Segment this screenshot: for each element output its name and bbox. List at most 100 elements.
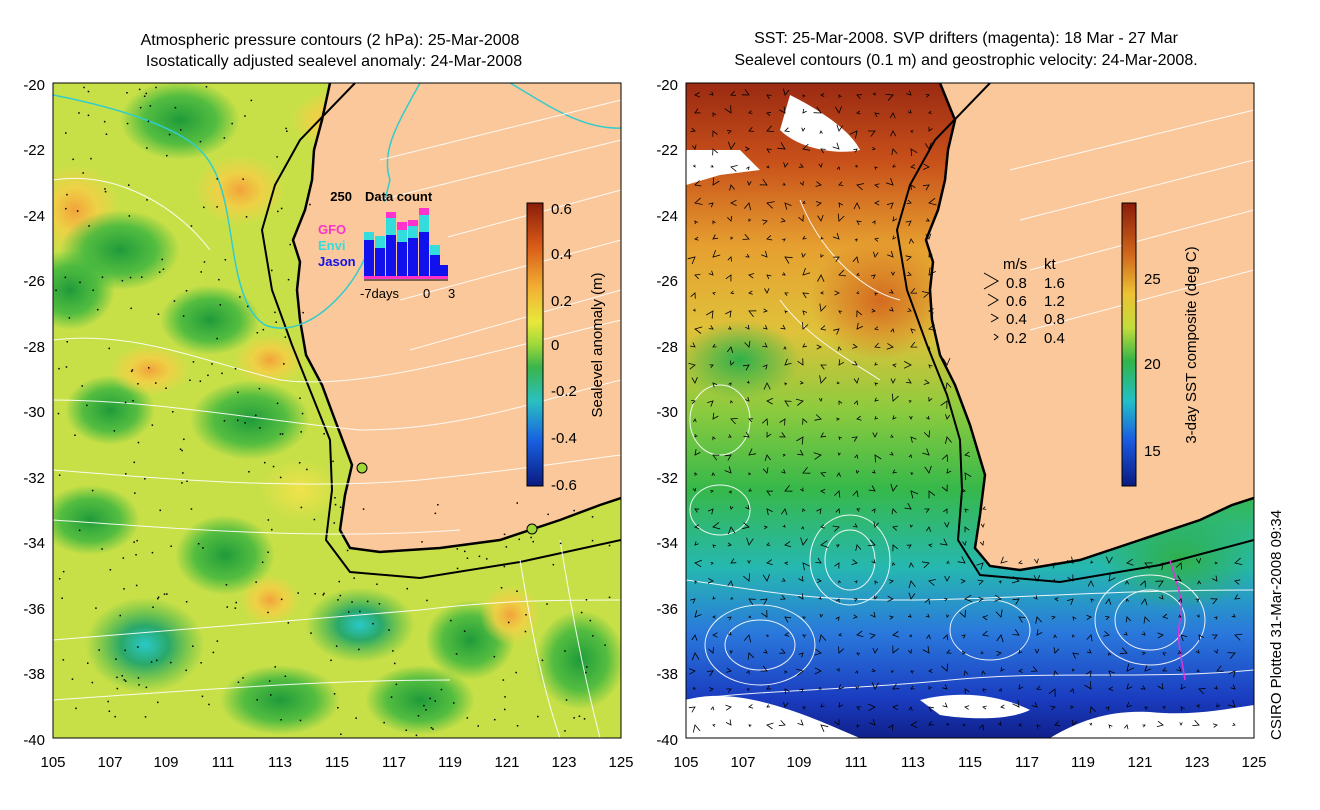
y-label: -20 bbox=[656, 77, 678, 94]
velocity-arrow bbox=[820, 253, 824, 258]
velocity-arrow bbox=[856, 630, 864, 638]
velocity-arrow bbox=[1230, 684, 1236, 690]
data-dot bbox=[255, 581, 257, 583]
data-dot bbox=[87, 662, 89, 664]
velocity-arrow bbox=[798, 163, 804, 168]
velocity-arrow bbox=[1180, 634, 1188, 642]
velocity-arrow bbox=[925, 218, 930, 222]
data-dot bbox=[131, 369, 134, 371]
velocity-arrow bbox=[1211, 575, 1218, 582]
velocity-arrow bbox=[1192, 719, 1200, 726]
velocity-arrow bbox=[890, 328, 895, 333]
velocity-arrow bbox=[836, 417, 840, 421]
data-dot bbox=[516, 725, 519, 727]
velocity-arrow bbox=[1054, 721, 1061, 727]
velocity-arrow bbox=[833, 256, 840, 262]
velocity-arrow-0.4 bbox=[990, 313, 1000, 323]
velocity-arrow bbox=[748, 290, 753, 295]
velocity-arrow bbox=[887, 250, 894, 258]
velocity-arrow bbox=[910, 164, 916, 169]
velocity-arrow bbox=[856, 94, 862, 99]
velocity-arrow bbox=[1232, 722, 1236, 726]
velocity-arrow bbox=[1213, 649, 1218, 654]
data-dot bbox=[66, 193, 68, 196]
velocity-arrow bbox=[834, 106, 843, 114]
data-dot bbox=[105, 133, 108, 135]
data-dot bbox=[173, 300, 176, 302]
velocity-arrow bbox=[815, 201, 822, 207]
velocity-arrow bbox=[854, 164, 858, 168]
velocity-arrow bbox=[728, 526, 736, 535]
legend-jason: Jason bbox=[318, 254, 356, 269]
velocity-arrow bbox=[1053, 670, 1059, 676]
velocity-arrow bbox=[922, 645, 930, 654]
data-dot bbox=[223, 420, 226, 422]
velocity-arrow bbox=[729, 184, 735, 191]
velocity-arrow bbox=[694, 580, 698, 584]
velocity-arrow bbox=[780, 217, 786, 223]
station-marker bbox=[526, 523, 538, 535]
data-dot bbox=[434, 512, 437, 515]
x-label: 121 bbox=[1127, 754, 1152, 771]
velocity-arrow bbox=[1103, 630, 1110, 637]
velocity-arrow bbox=[892, 704, 899, 711]
data-dot bbox=[516, 590, 518, 592]
velocity-arrow bbox=[928, 668, 933, 673]
data-dot bbox=[104, 188, 106, 190]
velocity-arrow bbox=[910, 490, 919, 499]
data-dot bbox=[223, 137, 226, 139]
velocity-arrow bbox=[802, 200, 806, 204]
velocity-arrow bbox=[837, 213, 845, 222]
velocity-arrow bbox=[820, 325, 827, 331]
velocity-arrow bbox=[1178, 598, 1183, 603]
data-dot bbox=[179, 448, 182, 450]
velocity-arrow bbox=[710, 706, 715, 711]
velocity-arrow bbox=[1210, 598, 1218, 605]
velocity-arrow bbox=[874, 183, 880, 189]
velocity-arrow bbox=[761, 610, 768, 618]
data-dot bbox=[61, 597, 63, 599]
velocity-arrow bbox=[802, 310, 808, 316]
velocity-ms: 0.2 bbox=[1006, 330, 1027, 347]
data-dot bbox=[426, 599, 428, 602]
velocity-arrow bbox=[1107, 652, 1112, 656]
data-dot bbox=[88, 225, 90, 227]
data-dot bbox=[546, 603, 548, 605]
velocity-arrow bbox=[1069, 688, 1074, 694]
data-dot bbox=[516, 502, 518, 504]
velocity-arrow bbox=[874, 397, 879, 402]
velocity-arrow bbox=[1105, 556, 1113, 564]
y-label: -24 bbox=[656, 208, 678, 225]
velocity-arrow bbox=[889, 615, 894, 620]
data-dot bbox=[234, 367, 237, 370]
velocity-arrow bbox=[766, 397, 774, 405]
data-dot bbox=[129, 276, 132, 279]
velocity-arrow bbox=[838, 646, 845, 654]
velocity-arrow bbox=[905, 220, 912, 227]
velocity-legend-header-ms: m/s bbox=[1003, 256, 1027, 273]
velocity-arrow bbox=[691, 144, 697, 150]
y-label: -38 bbox=[656, 666, 678, 683]
velocity-arrow bbox=[1211, 634, 1218, 640]
velocity-arrow bbox=[781, 272, 786, 276]
data-dot bbox=[64, 276, 67, 279]
data-dot bbox=[200, 662, 202, 664]
velocity-arrow bbox=[1104, 616, 1110, 621]
velocity-arrow bbox=[748, 598, 756, 605]
velocity-arrow bbox=[708, 325, 714, 330]
velocity-arrow bbox=[964, 508, 969, 513]
velocity-arrow bbox=[784, 310, 788, 314]
velocity-arrow bbox=[691, 377, 698, 384]
velocity-arrow bbox=[960, 488, 966, 493]
velocity-arrow bbox=[745, 505, 750, 510]
velocity-arrow bbox=[1198, 687, 1206, 695]
velocity-arrow bbox=[890, 271, 895, 276]
velocity-arrow bbox=[692, 686, 696, 690]
velocity-arrow bbox=[979, 540, 984, 546]
data-dot bbox=[289, 243, 291, 246]
velocity-arrow bbox=[742, 233, 750, 240]
velocity-arrow bbox=[766, 542, 771, 546]
velocity-arrow bbox=[834, 290, 840, 296]
data-dot bbox=[537, 715, 539, 718]
